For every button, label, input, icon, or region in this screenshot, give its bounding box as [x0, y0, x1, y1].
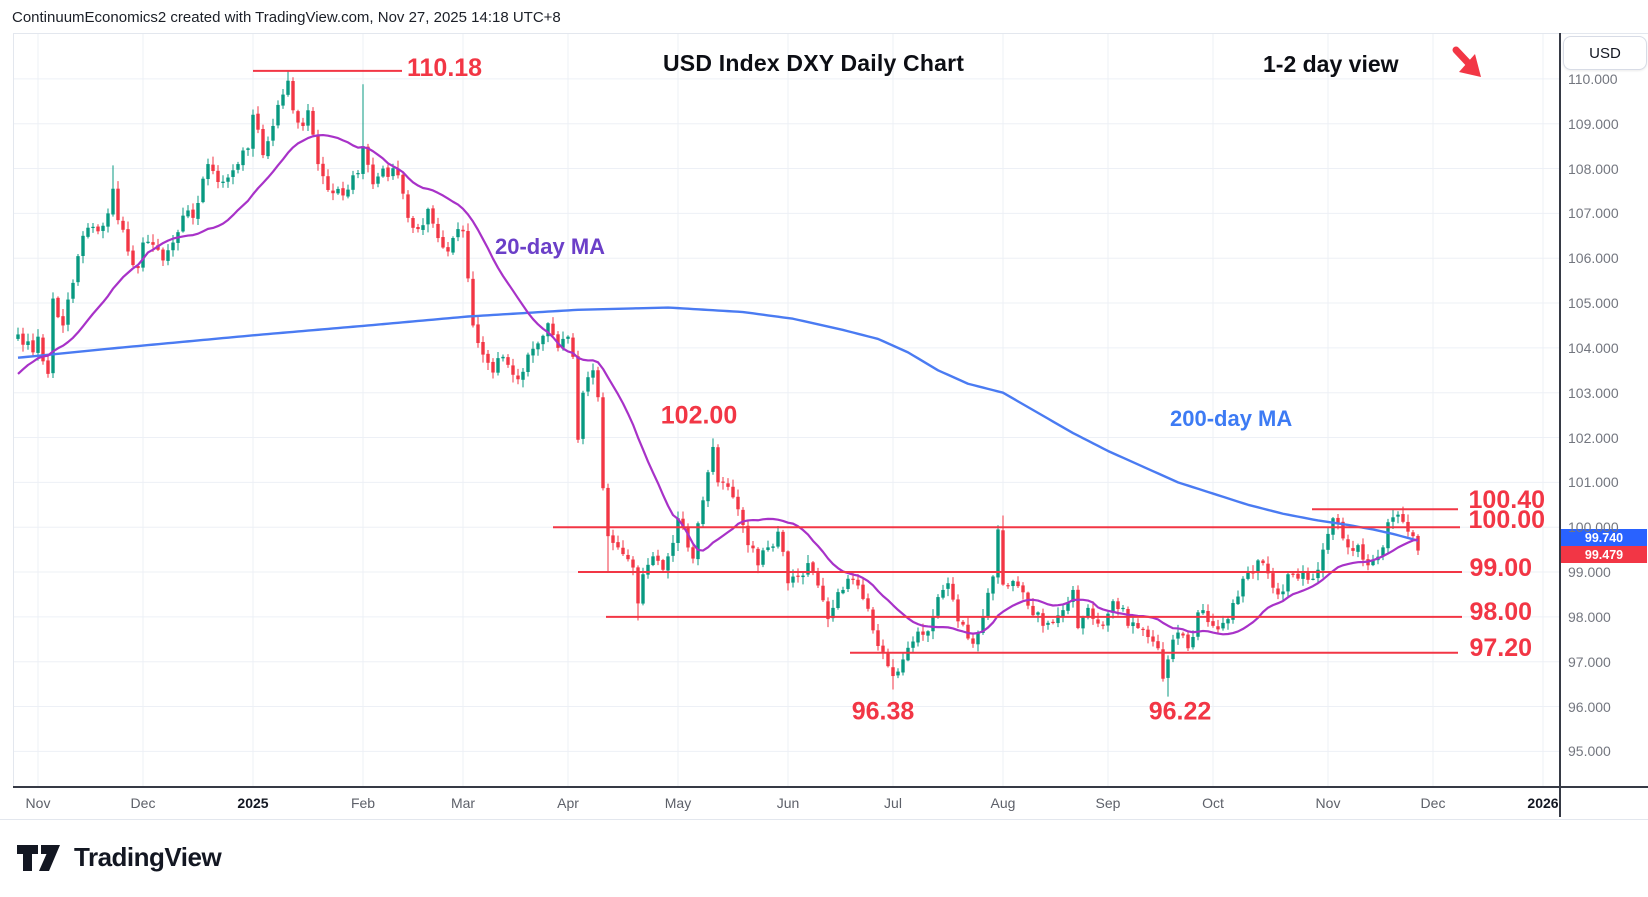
time-axis-label: Apr — [557, 795, 579, 811]
price-axis-label: 107.000 — [1568, 205, 1619, 222]
level-label-100.00: 100.00 — [1468, 506, 1545, 534]
down-right-arrow-icon — [1452, 46, 1481, 77]
time-axis-label: Nov — [25, 795, 51, 811]
tradingview-logo-icon — [17, 845, 60, 871]
view-horizon-label: 1-2 day view — [1263, 51, 1399, 77]
price-axis-label: 99.000 — [1568, 564, 1611, 581]
price-axis-label: 108.000 — [1568, 160, 1619, 177]
price-axis-label: 109.000 — [1568, 115, 1619, 132]
time-axis-label: Jul — [884, 795, 902, 811]
time-axis-label: Nov — [1315, 795, 1341, 811]
annotation-96.38: 96.38 — [851, 697, 915, 726]
time-axis-label: Sep — [1095, 795, 1121, 811]
tradingview-logo[interactable]: TradingView — [17, 841, 222, 873]
level-label-99.00: 99.00 — [1469, 554, 1532, 582]
price-axis-label: 110.000 — [1568, 70, 1618, 87]
widget-bottom-border — [0, 819, 1648, 820]
time-axis-label: Dec — [1420, 795, 1446, 811]
annotation-102.00: 102.00 — [660, 401, 738, 430]
ma200-price-badge: 99.740 — [1561, 529, 1647, 546]
price-axis-label: 105.000 — [1568, 295, 1619, 312]
chart-title: USD Index DXY Daily Chart — [663, 50, 965, 76]
time-axis-label: May — [664, 795, 692, 811]
price-axis-label: 106.000 — [1568, 250, 1619, 267]
price-axis-border[interactable] — [1559, 33, 1561, 817]
currency-button[interactable]: USD — [1563, 36, 1647, 70]
ma20-label: 20-day MA — [495, 234, 606, 259]
time-axis-label: Oct — [1202, 795, 1224, 811]
currency-button-label: USD — [1589, 44, 1621, 62]
time-axis-label: Mar — [450, 795, 476, 811]
price-axis-label: 102.000 — [1568, 429, 1619, 446]
tradingview-logo-text: TradingView — [74, 841, 222, 872]
price-axis-label: 104.000 — [1568, 339, 1619, 356]
annotation-96.22: 96.22 — [1148, 697, 1212, 726]
attribution-text: ContinuumEconomics2 created with Trading… — [12, 9, 561, 26]
level-label-98.00: 98.00 — [1469, 598, 1532, 626]
time-axis-label: 2025 — [237, 795, 269, 811]
level-label-97.20: 97.20 — [1469, 634, 1532, 662]
level-label-100.40: 100.40 — [1468, 486, 1545, 514]
price-axis-label: 96.000 — [1568, 698, 1611, 715]
plot-top-border — [13, 33, 1648, 34]
price-axis-label: 98.000 — [1568, 608, 1611, 625]
time-axis-label: Dec — [130, 795, 156, 811]
ma200-label: 200-day MA — [1170, 406, 1293, 431]
price-axis-label: 97.000 — [1568, 653, 1611, 670]
plot-left-border — [13, 33, 14, 787]
price-axis-label: 95.000 — [1568, 743, 1611, 760]
time-axis-label: Jun — [776, 795, 800, 811]
time-axis-label: 2026 — [1527, 795, 1559, 811]
price-axis-label: 103.000 — [1568, 384, 1619, 401]
time-axis-label: Feb — [350, 795, 376, 811]
level-label-110.18: 110.18 — [407, 54, 483, 82]
price-axis-label: 100.000 — [1568, 519, 1619, 536]
last-price-badge: 99.479 — [1561, 546, 1647, 563]
time-axis-border — [13, 786, 1648, 788]
price-axis-label: 101.000 — [1568, 474, 1619, 491]
time-axis-label: Aug — [990, 795, 1016, 811]
